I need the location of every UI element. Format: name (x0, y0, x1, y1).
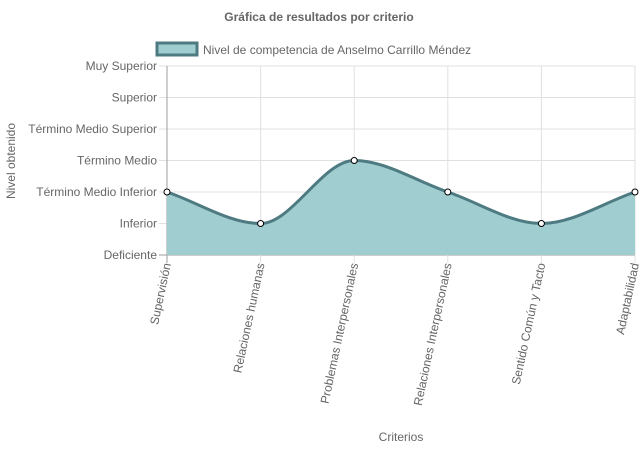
legend-swatch (155, 41, 199, 57)
data-point[interactable] (537, 220, 545, 227)
x-tick-label: Problemas Interpersonales (318, 262, 362, 405)
y-tick-label: Término Medio Inferior (36, 185, 157, 199)
y-tick-label: Término Medio Superior (28, 122, 157, 136)
data-point[interactable] (163, 188, 171, 196)
x-tick-label: Sentido Común y Tacto (509, 261, 549, 385)
x-tick-label: Relaciones humanas (231, 262, 268, 375)
y-tick-label: Inferior (120, 217, 157, 231)
y-axis-ticks: Deficiente Inferior Término Medio Inferior… (28, 59, 157, 262)
legend[interactable]: Nivel de competencia de Anselmo Carrillo… (155, 41, 471, 57)
x-tick-label: Relaciones Interpersonales (411, 262, 455, 407)
data-point[interactable] (444, 188, 452, 196)
data-point[interactable] (350, 157, 358, 164)
legend-label: Nivel de competencia de Anselmo Carrillo… (203, 43, 471, 57)
x-tick-label: Adaptabilidad (613, 262, 639, 336)
series-area (167, 160, 635, 255)
data-point[interactable] (631, 188, 639, 196)
data-point[interactable] (257, 220, 265, 227)
y-axis-label: Nivel obtenido (4, 123, 18, 199)
series-line (166, 158, 636, 226)
x-tick-label: Supervisión (147, 262, 174, 326)
y-tick-label: Deficiente (104, 248, 158, 262)
plot-area (163, 157, 639, 255)
chart-title: Gráfica de resultados por criterio (224, 10, 413, 24)
x-axis-ticks: Supervisión Relaciones humanas Problemas I… (147, 261, 639, 406)
y-tick-label: Superior (112, 91, 157, 105)
y-tick-label: Muy Superior (86, 59, 157, 73)
y-tick-label: Término Medio (77, 154, 157, 168)
x-axis-label: Criterios (379, 430, 424, 444)
